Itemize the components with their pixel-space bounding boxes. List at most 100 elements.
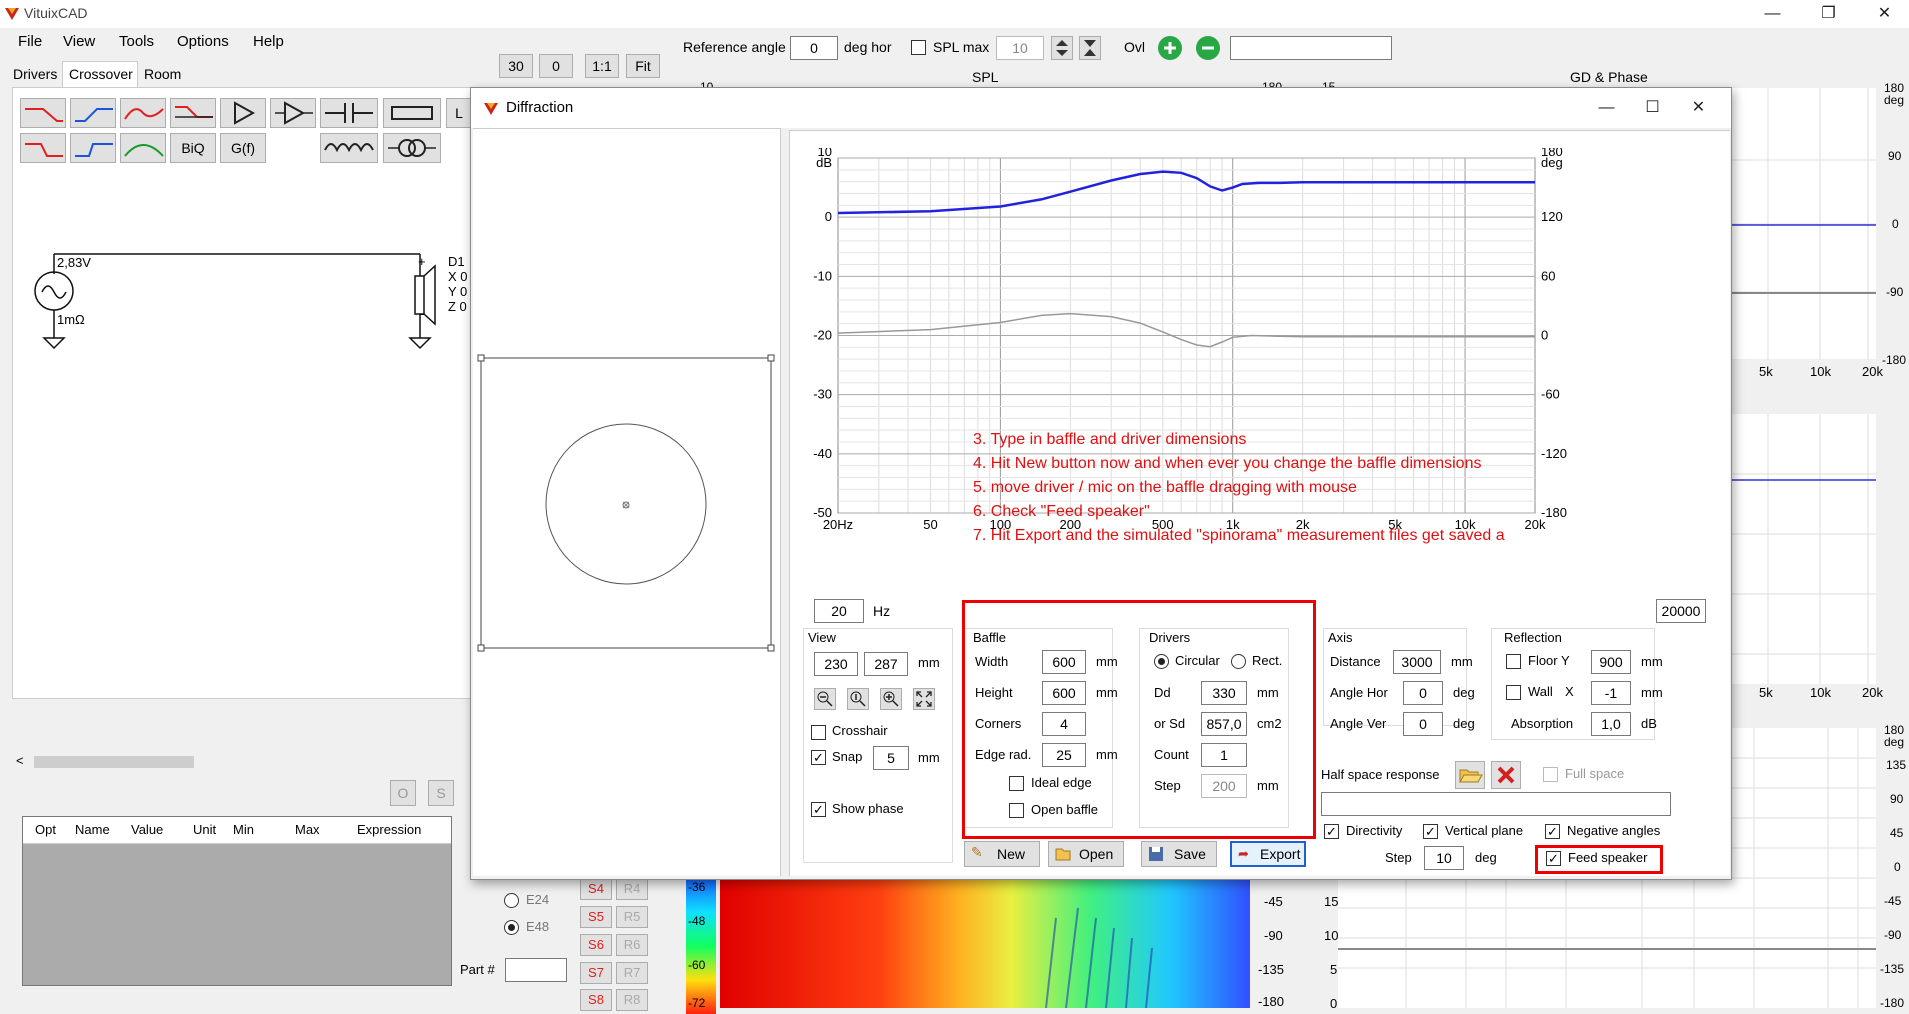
dd-input[interactable]: 330 [1201,681,1247,705]
zoom-0-button[interactable]: 0 [539,54,573,78]
spl-max-checkbox[interactable] [911,40,926,55]
negative-angles-checkbox[interactable]: ✓ [1545,824,1560,839]
spl-collapse-button[interactable] [1079,36,1101,60]
s4-button[interactable]: S4 [580,878,612,900]
parts-table[interactable]: Opt Name Value Unit Min Max Expression [22,816,452,986]
r4-button[interactable]: R4 [616,878,648,900]
directivity-checkbox[interactable]: ✓ [1324,824,1339,839]
absorption-input[interactable]: 1,0 [1591,712,1631,736]
baffle-corners-input[interactable]: 4 [1042,712,1086,736]
menu-help[interactable]: Help [253,33,284,50]
driver-step-input[interactable]: 200 [1201,774,1247,798]
add-overlay-icon[interactable] [1157,35,1183,61]
ideal-edge-checkbox[interactable] [1009,776,1024,791]
e48-radio[interactable] [504,920,519,935]
bandpass-green-button[interactable] [120,133,166,163]
freq-min-input[interactable]: 20 [814,599,864,623]
bandpass-red-button[interactable] [120,98,166,128]
remove-overlay-icon[interactable] [1195,35,1221,61]
biquad-button[interactable]: BiQ [170,133,216,163]
floor-input[interactable]: 900 [1591,650,1631,674]
wall-input[interactable]: -1 [1591,681,1631,705]
angle-step-input[interactable]: 10 [1424,846,1464,870]
dialog-close-button[interactable]: ✕ [1691,99,1706,116]
col-max[interactable]: Max [295,822,320,837]
overlay-input[interactable] [1230,36,1392,60]
menu-tools[interactable]: Tools [119,33,155,50]
floor-checkbox[interactable] [1506,654,1521,669]
highpass-blue-button[interactable] [70,98,116,128]
freq-max-input[interactable]: 20000 [1656,599,1706,623]
angle-hor-input[interactable]: 0 [1403,681,1443,705]
rect-radio[interactable] [1231,654,1246,669]
tab-room[interactable]: Room [144,66,182,82]
snap-input[interactable]: 5 [873,746,909,770]
baffle-canvas[interactable] [473,128,781,876]
o-button[interactable]: O [390,780,416,806]
scroll-thumb[interactable] [34,756,194,768]
lowpass-red-button[interactable] [20,98,66,128]
save-button[interactable]: Save [1141,841,1217,867]
half-space-path-input[interactable] [1321,792,1671,816]
angle-ver-input[interactable]: 0 [1403,712,1443,736]
feed-speaker-checkbox[interactable]: ✓ [1546,851,1561,866]
gf-button[interactable]: G(f) [220,133,266,163]
clear-half-space-button[interactable] [1491,761,1521,789]
open-button[interactable]: Open [1048,841,1124,867]
schematic-scrollbar[interactable]: < [14,753,472,770]
restore-button[interactable]: ❐ [1821,5,1836,22]
snap-checkbox[interactable]: ✓ [811,750,826,765]
dialog-maximize-button[interactable]: ☐ [1645,99,1660,116]
vertical-plane-checkbox[interactable]: ✓ [1423,824,1438,839]
transformer-button[interactable] [383,133,441,163]
r7-button[interactable]: R7 [616,962,648,984]
zoom-out-button[interactable] [814,688,836,710]
baffle-drawing[interactable] [473,129,780,876]
sd-input[interactable]: 857,0 [1201,712,1247,736]
open-baffle-checkbox[interactable] [1009,803,1024,818]
col-value[interactable]: Value [131,822,164,837]
minimize-button[interactable]: — [1764,5,1781,22]
s5-button[interactable]: S5 [580,906,612,928]
e24-radio[interactable] [504,893,519,908]
open-half-space-button[interactable] [1455,761,1485,789]
col-expression[interactable]: Expression [357,822,422,837]
baffle-height-input[interactable]: 600 [1042,681,1086,705]
circular-radio[interactable] [1154,654,1169,669]
one-to-one-button[interactable]: 1:1 [585,54,619,78]
wall-checkbox[interactable] [1506,685,1521,700]
r6-button[interactable]: R6 [616,934,648,956]
dialog-minimize-button[interactable]: — [1598,99,1615,116]
r8-button[interactable]: R8 [616,989,648,1011]
col-min[interactable]: Min [233,822,254,837]
amplifier-button[interactable] [220,98,266,128]
distance-input[interactable]: 3000 [1393,650,1441,674]
zoom-fit-button[interactable] [847,688,869,710]
menu-view[interactable]: View [63,33,96,50]
new-button[interactable]: ✎ New [964,841,1040,867]
view-height-input[interactable]: 287 [864,652,908,676]
menu-file[interactable]: File [18,33,43,50]
close-button[interactable]: ✕ [1877,5,1892,22]
crosshair-checkbox[interactable] [811,725,826,740]
export-button[interactable]: ➦ Export [1230,841,1306,867]
part-number-input[interactable] [505,958,567,982]
fit-button[interactable]: Fit [626,54,660,78]
col-unit[interactable]: Unit [193,822,217,837]
s6-button[interactable]: S6 [580,934,612,956]
s8-button[interactable]: S8 [580,989,612,1011]
buffer-button[interactable] [270,98,316,128]
reference-angle-input[interactable]: 0 [790,36,838,60]
tab-drivers[interactable]: Drivers [13,66,58,82]
lowpass2-red-button[interactable] [20,133,66,163]
baffle-edge-input[interactable]: 25 [1042,743,1086,767]
count-input[interactable]: 1 [1201,743,1247,767]
col-opt[interactable]: Opt [35,822,56,837]
baffle-width-input[interactable]: 600 [1042,650,1086,674]
fullscreen-button[interactable] [913,688,935,710]
zoom-in-button[interactable] [880,688,902,710]
scroll-left-icon[interactable]: < [16,753,24,768]
inductor-button[interactable]: L [446,98,472,128]
shelf-button[interactable] [170,98,216,128]
full-space-checkbox[interactable] [1543,767,1558,782]
